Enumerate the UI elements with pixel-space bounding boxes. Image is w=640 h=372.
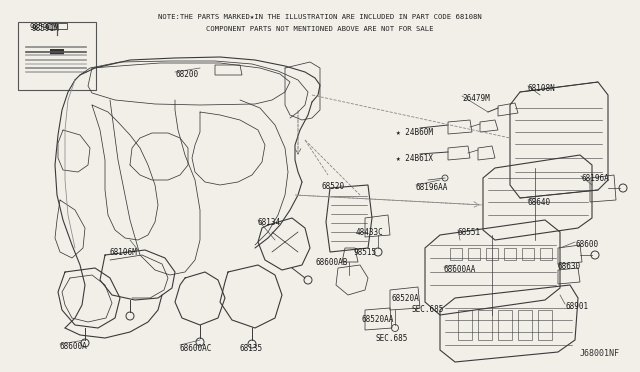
Text: ★ 24B61X: ★ 24B61X — [396, 154, 433, 163]
Text: 68600AA: 68600AA — [444, 265, 476, 274]
Text: 68640: 68640 — [528, 198, 551, 207]
Text: 68520: 68520 — [322, 182, 345, 191]
Text: 68196A: 68196A — [581, 174, 609, 183]
Text: ★ 24B60M: ★ 24B60M — [396, 128, 433, 137]
Text: SEC.685: SEC.685 — [412, 305, 444, 314]
Text: 68135: 68135 — [240, 344, 263, 353]
Text: 68108N: 68108N — [528, 84, 556, 93]
Text: 68196AA: 68196AA — [416, 183, 449, 192]
Text: 68600: 68600 — [575, 240, 598, 249]
Text: 68630: 68630 — [558, 262, 581, 271]
Text: COMPONENT PARTS NOT MENTIONED ABOVE ARE NOT FOR SALE: COMPONENT PARTS NOT MENTIONED ABOVE ARE … — [206, 26, 434, 32]
Text: SEC.685: SEC.685 — [376, 334, 408, 343]
Text: J68001NF: J68001NF — [580, 349, 620, 358]
Text: 26479M: 26479M — [462, 94, 490, 103]
Text: 68600AB: 68600AB — [316, 258, 348, 267]
Text: NOTE:THE PARTS MARKED★IN THE ILLUSTRATION ARE INCLUDED IN PART CODE 68108N: NOTE:THE PARTS MARKED★IN THE ILLUSTRATIO… — [158, 14, 482, 20]
Text: 68901: 68901 — [565, 302, 588, 311]
Text: 98591M: 98591M — [32, 24, 60, 33]
Text: 68520A: 68520A — [392, 294, 420, 303]
Text: 48433C: 48433C — [356, 228, 384, 237]
Text: 68600AC: 68600AC — [180, 344, 212, 353]
Text: 98591M: 98591M — [30, 23, 58, 32]
Text: 98515: 98515 — [354, 248, 377, 257]
Text: 68520AA: 68520AA — [362, 315, 394, 324]
Text: 68134: 68134 — [258, 218, 281, 227]
Polygon shape — [50, 49, 64, 55]
Text: 68551: 68551 — [458, 228, 481, 237]
Text: 68106M: 68106M — [110, 248, 138, 257]
Text: 68600A: 68600A — [60, 342, 88, 351]
Text: 68200: 68200 — [175, 70, 198, 79]
